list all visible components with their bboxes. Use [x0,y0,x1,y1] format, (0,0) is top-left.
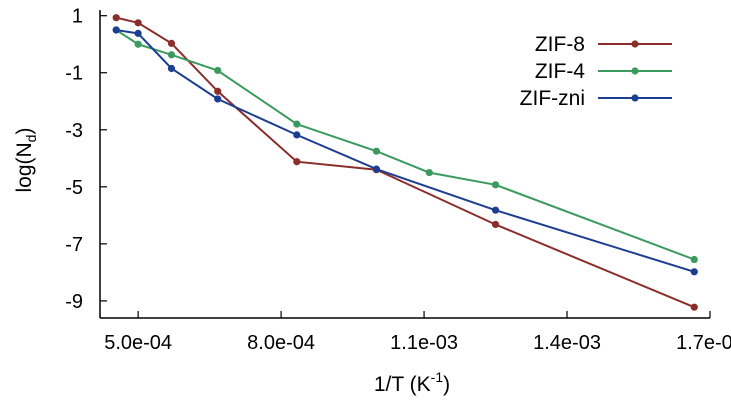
data-point-zif-zni [293,131,301,139]
data-point-zif-zni [372,165,381,173]
data-point-zif-4 [293,120,301,128]
data-point-zif-8 [214,87,222,95]
y-axis-title-base: log(N [13,142,36,192]
y-tick-label: -3 [65,120,83,142]
legend-label: ZIF-4 [535,60,585,83]
data-point-zif-zni [491,206,500,214]
x-tick-label: 5.0e-04 [104,332,172,354]
legend-item-zif-4: ZIF-4 [535,60,672,83]
data-point-zif-4 [167,51,176,59]
data-point-zif-4 [690,255,698,264]
y-axis-title-close: ) [13,128,36,135]
legend-swatch-marker [631,67,639,75]
series-line-zif-zni [116,29,695,273]
data-point-zif-zni [134,29,142,37]
axes: 5.0e-04 8.0e-04 1.1e-03 1.4e-03 1.7e-03 1 -1 -3… [65,6,731,354]
legend: ZIF-8 ZIF-4 ZIF-zni [520,33,672,110]
legend-swatch-marker [631,40,639,48]
data-point-zif-zni [690,268,698,276]
x-tick-label: 8.0e-04 [247,332,315,354]
data-point-zif-8 [690,303,698,311]
y-axis-title: log(Nd) [13,128,39,193]
data-point-zif-zni [112,26,120,34]
series-zif-zni [112,26,698,276]
legend-swatch-marker [631,94,639,102]
x-tick-label: 1.4e-03 [533,332,601,354]
data-point-zif-4 [134,40,142,48]
y-tick-label: 1 [72,6,83,28]
series-line-zif-4 [115,29,695,261]
y-tick-label: -9 [65,291,83,313]
series-layer [112,14,698,311]
x-axis-title: 1/T (K-1) [374,369,450,396]
data-point-zif-8 [167,39,176,47]
legend-label: ZIF-zni [520,87,585,110]
y-tick-label: -1 [65,63,83,85]
legend-item-zif-zni: ZIF-zni [520,87,672,110]
y-tick-label: -5 [65,177,83,199]
data-point-zif-zni [167,64,176,73]
data-point-zif-8 [491,220,500,229]
x-axis-title-base: 1/T (K [374,373,431,396]
x-tick-label: 1.7e-03 [676,332,731,354]
series-line-zif-8 [115,16,695,309]
legend-item-zif-8: ZIF-8 [535,33,672,56]
data-point-zif-zni [214,95,222,103]
x-tick-label: 1.1e-03 [390,332,458,354]
y-tick-label: -7 [65,234,83,256]
data-point-zif-4 [425,168,433,177]
y-axis-title-subscript: d [23,135,39,143]
series-zif-4 [112,26,698,264]
x-axis-title-superscript: -1 [431,369,444,385]
x-axis-title-close: ) [443,373,450,396]
data-point-zif-8 [134,19,142,27]
data-point-zif-8 [112,14,120,22]
data-point-zif-4 [491,181,500,189]
legend-label: ZIF-8 [535,33,585,56]
data-point-zif-8 [293,158,301,166]
data-point-zif-4 [214,66,222,75]
data-point-zif-4 [372,147,381,155]
